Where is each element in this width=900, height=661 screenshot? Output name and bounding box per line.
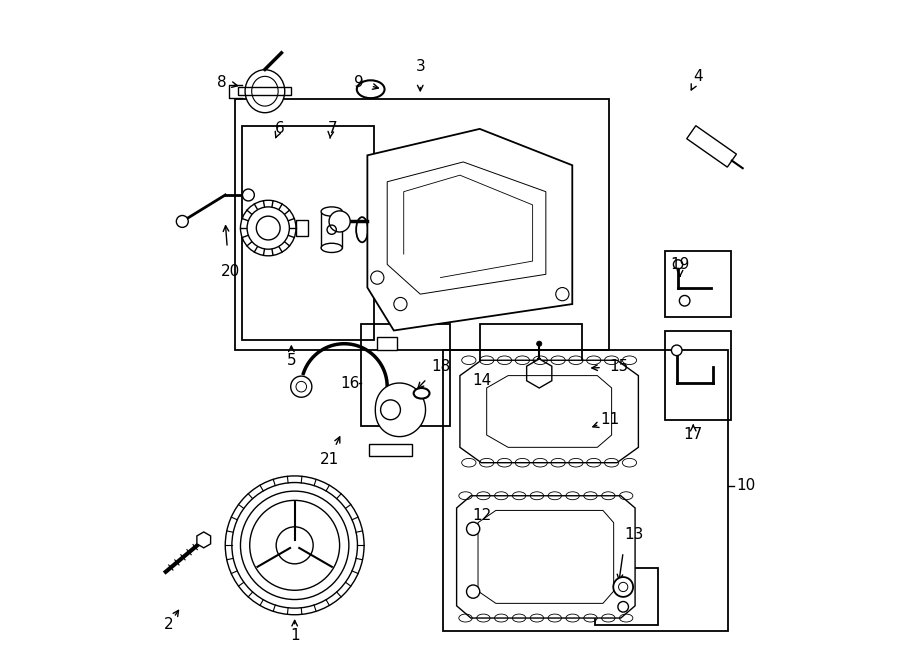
Ellipse shape: [321, 243, 342, 253]
Bar: [238, 87, 292, 95]
Bar: [361, 324, 450, 426]
Circle shape: [680, 295, 690, 306]
Text: 17: 17: [684, 428, 703, 442]
Bar: [480, 324, 582, 426]
Ellipse shape: [558, 362, 578, 375]
Ellipse shape: [245, 69, 284, 112]
Circle shape: [466, 522, 480, 535]
Ellipse shape: [321, 207, 342, 216]
Text: 3: 3: [416, 59, 425, 73]
Bar: [665, 251, 731, 317]
Bar: [296, 220, 308, 236]
Polygon shape: [687, 126, 736, 167]
Circle shape: [671, 345, 682, 356]
Polygon shape: [367, 129, 572, 330]
Text: 12: 12: [472, 508, 491, 523]
Ellipse shape: [414, 388, 429, 399]
Bar: [596, 568, 658, 625]
Circle shape: [536, 341, 542, 346]
Circle shape: [242, 189, 255, 201]
Text: 16: 16: [340, 376, 359, 391]
Bar: [377, 337, 397, 350]
Circle shape: [673, 260, 683, 269]
Ellipse shape: [356, 217, 368, 243]
Text: 13: 13: [624, 527, 644, 541]
Circle shape: [556, 288, 569, 301]
Text: 21: 21: [320, 452, 339, 467]
Text: 10: 10: [736, 479, 756, 493]
Circle shape: [176, 215, 188, 227]
Text: 4: 4: [693, 69, 703, 83]
Ellipse shape: [356, 81, 384, 98]
Bar: [235, 99, 608, 350]
Text: 2: 2: [165, 617, 174, 632]
Text: 15: 15: [609, 360, 628, 374]
Text: 9: 9: [354, 75, 364, 90]
Circle shape: [329, 211, 350, 232]
Polygon shape: [460, 360, 638, 463]
Text: 1: 1: [290, 629, 300, 643]
Bar: [665, 330, 731, 420]
Circle shape: [466, 585, 480, 598]
Circle shape: [394, 297, 407, 311]
Polygon shape: [197, 532, 211, 548]
Bar: [369, 444, 411, 456]
Text: 7: 7: [328, 122, 338, 136]
Circle shape: [613, 577, 633, 597]
Bar: [444, 350, 727, 631]
Circle shape: [240, 200, 296, 256]
Bar: [242, 126, 374, 340]
Polygon shape: [526, 359, 552, 388]
Text: 11: 11: [600, 412, 619, 427]
Circle shape: [371, 271, 384, 284]
Circle shape: [291, 376, 312, 397]
Text: 19: 19: [670, 257, 689, 272]
Text: 14: 14: [472, 373, 491, 387]
Text: 8: 8: [217, 75, 227, 90]
Text: 18: 18: [432, 360, 451, 374]
Polygon shape: [456, 496, 635, 618]
Bar: [321, 212, 342, 248]
Text: 20: 20: [220, 264, 240, 278]
Polygon shape: [375, 383, 426, 437]
Text: 6: 6: [275, 122, 285, 136]
Text: 5: 5: [286, 353, 296, 368]
Circle shape: [618, 602, 628, 612]
